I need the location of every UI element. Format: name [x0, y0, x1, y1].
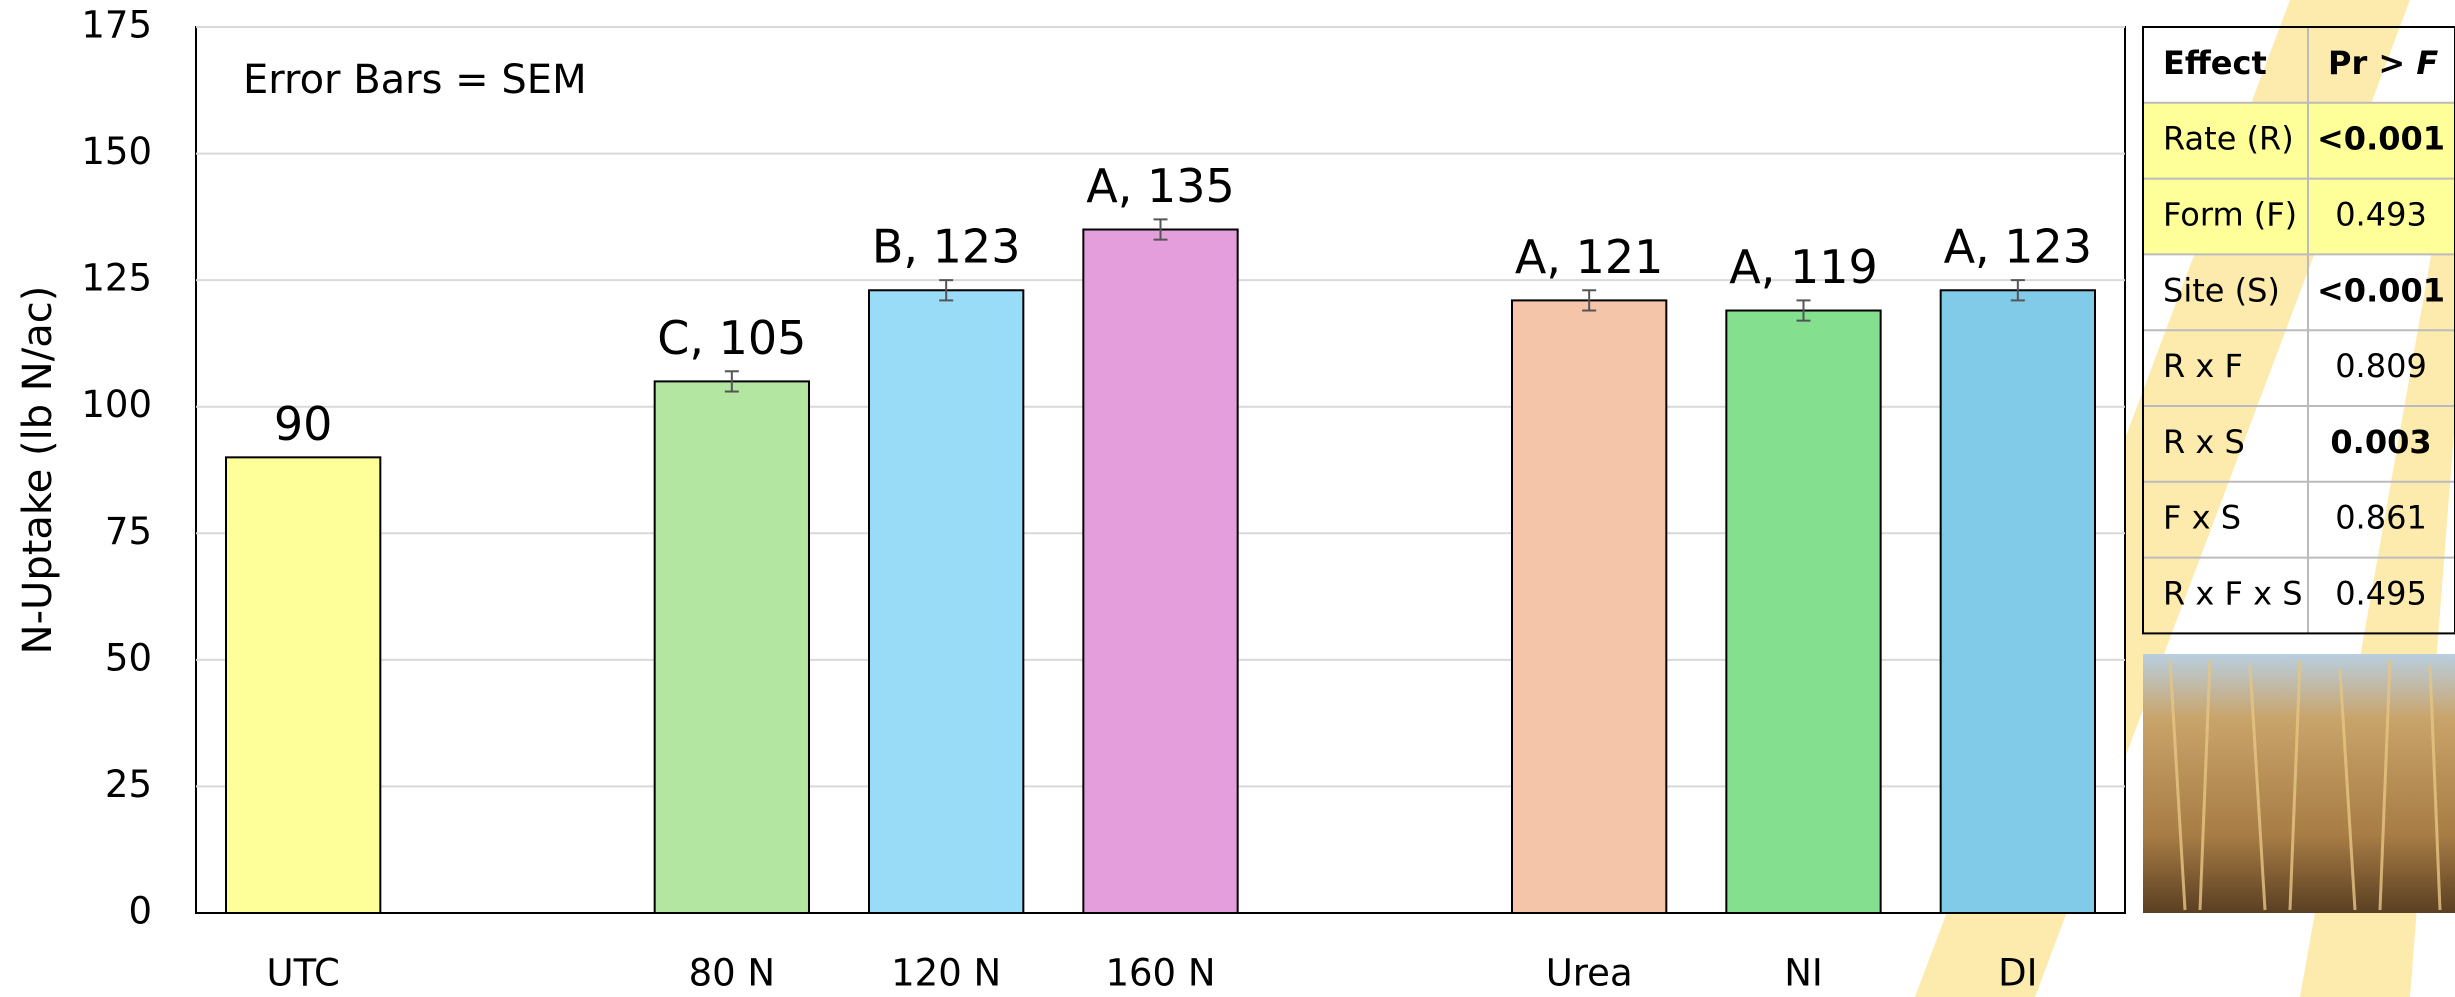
- annotation: Error Bars = SEM: [243, 57, 587, 103]
- bar: [1939, 289, 2096, 915]
- value-label: 90: [274, 397, 333, 451]
- table-cell: R x F x S: [2163, 575, 2303, 613]
- error-bar: [2010, 279, 2025, 302]
- table-cell: <0.001: [2317, 271, 2445, 309]
- wheat-photo-texture: [2168, 659, 2442, 911]
- value-label: A, 119: [1729, 240, 1878, 294]
- y-tick-label: 75: [105, 510, 152, 553]
- x-tick-label: DI: [1998, 952, 2037, 995]
- bar: [1082, 228, 1239, 914]
- table-cell: F x S: [2163, 499, 2241, 537]
- table-cell: 0.809: [2335, 347, 2427, 385]
- bar: [1511, 299, 1668, 914]
- value-label: B, 123: [872, 220, 1021, 274]
- table-cell: R x F: [2163, 347, 2243, 385]
- table-header-cell: Effect: [2163, 44, 2267, 82]
- y-tick-label: 125: [81, 257, 152, 300]
- error-bar: [1796, 299, 1811, 322]
- x-tick-label: Urea: [1546, 952, 1633, 995]
- x-tick-label: 120 N: [891, 952, 1001, 995]
- table-cell: Form (F): [2163, 196, 2297, 234]
- error-bar: [1153, 218, 1168, 241]
- x-tick-label: NI: [1784, 952, 1823, 995]
- bar: [225, 456, 382, 914]
- bar: [653, 380, 810, 914]
- value-label: C, 105: [657, 311, 806, 365]
- table-cell: Rate (R): [2163, 120, 2294, 158]
- row-highlight: [2143, 102, 2455, 179]
- row-highlight: [2143, 178, 2455, 255]
- table-cell: 0.003: [2330, 423, 2431, 461]
- bar: [1725, 309, 1882, 914]
- table-cell: 0.493: [2335, 196, 2427, 234]
- table-cell: <0.001: [2317, 120, 2445, 158]
- y-tick-label: 150: [81, 130, 152, 173]
- header-text: Pr >: [2328, 44, 2405, 82]
- x-tick-label: 160 N: [1105, 952, 1215, 995]
- x-tick-label: 80 N: [689, 952, 776, 995]
- x-tick-label: UTC: [266, 952, 339, 995]
- table-header-cell: Pr > F: [2328, 44, 2438, 82]
- table-cell: Site (S): [2163, 271, 2280, 309]
- y-axis-label: N-Uptake (lb N/ac): [15, 286, 61, 655]
- header-italic: F: [2416, 44, 2438, 82]
- y-tick-label: 100: [81, 383, 152, 426]
- table-cell: 0.861: [2335, 499, 2427, 537]
- y-tick-label: 50: [105, 636, 152, 679]
- value-label: A, 135: [1086, 159, 1235, 213]
- table-border: [2142, 26, 2455, 635]
- error-bar: [939, 279, 954, 302]
- bar: [868, 289, 1025, 915]
- table-cell: 0.495: [2335, 575, 2427, 613]
- stats-table: Effect Pr > F Rate (R) <0.001 Form (F) 0.493 S…: [2142, 26, 2455, 635]
- y-tick-label: 25: [105, 763, 152, 806]
- error-bar: [1582, 289, 1597, 312]
- y-tick-label: 175: [81, 4, 152, 47]
- value-label: A, 123: [1944, 220, 2093, 274]
- y-tick-label: 0: [128, 890, 152, 933]
- value-label: A, 121: [1515, 230, 1664, 284]
- error-bar: [724, 370, 739, 393]
- table-cell: R x S: [2163, 423, 2245, 461]
- chart: 0 25 50 75 100 125 150 175 UTC 90 80 N C, 105 120 N B…: [81, 4, 2125, 995]
